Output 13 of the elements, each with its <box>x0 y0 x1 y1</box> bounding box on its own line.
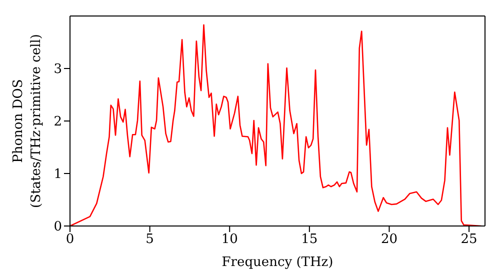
x-tick-label: 20 <box>380 232 398 248</box>
y-tick-label: 0 <box>54 220 62 235</box>
x-tick-label: 25 <box>460 232 478 248</box>
line-series <box>70 24 482 226</box>
x-axis-title: Frequency (THz) <box>222 255 334 270</box>
x-tick-label: 10 <box>221 232 238 248</box>
y-axis-title: Phonon DOS (States/THz·primitive cell) <box>11 34 44 208</box>
x-tick-label: 15 <box>301 232 318 248</box>
x-tick-label: 5 <box>146 232 154 248</box>
x-tick-label: 0 <box>66 232 74 248</box>
y-tick-label: 3 <box>54 62 62 78</box>
y-tick-label: 2 <box>54 114 62 130</box>
y-tick-label: 1 <box>54 167 62 182</box>
